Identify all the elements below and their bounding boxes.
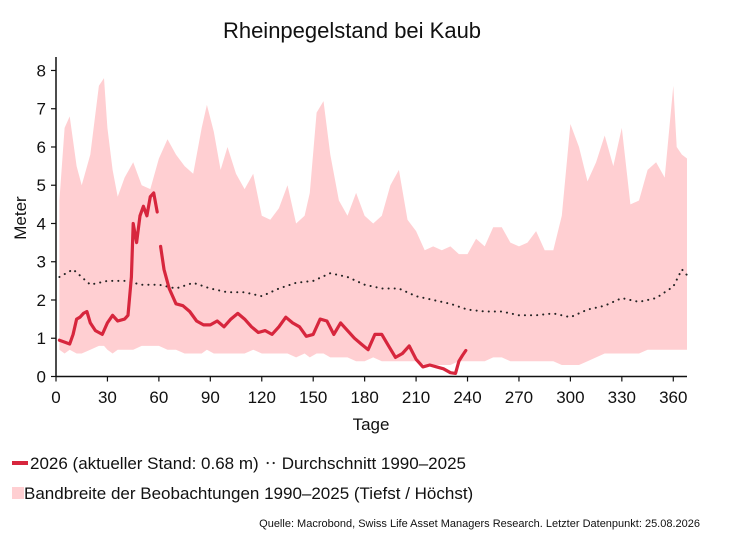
chart-title: Rheinpegelstand bei Kaub (223, 18, 481, 43)
legend-swatch-band (12, 487, 24, 499)
plot-area (57, 78, 688, 375)
series-band-range (59, 78, 687, 365)
series-current-line-segment-2 (159, 244, 468, 375)
y-tick-label: 8 (37, 61, 46, 80)
y-tick-label: 3 (37, 253, 46, 272)
legend-swatch-average (266, 461, 275, 465)
legend: 2026 (aktueller Stand: 0.68 m) Durchschn… (12, 454, 473, 503)
y-tick-label: 2 (37, 291, 46, 310)
x-tick-label: 30 (98, 388, 117, 407)
x-tick-label: 300 (556, 388, 584, 407)
x-tick-label: 150 (299, 388, 327, 407)
x-tick-label: 330 (608, 388, 636, 407)
legend-label-average: Durchschnitt 1990–2025 (282, 454, 466, 473)
x-tick-label: 210 (402, 388, 430, 407)
x-tick-label: 120 (248, 388, 276, 407)
y-axis-label: Meter (11, 196, 30, 240)
x-tick-label: 90 (201, 388, 220, 407)
legend-label-band: Bandbreite der Beobachtungen 1990–2025 (… (24, 484, 473, 503)
x-axis-label: Tage (353, 415, 390, 434)
x-tick-label: 60 (149, 388, 168, 407)
x-tick-label: 240 (453, 388, 481, 407)
x-tick-label: 360 (659, 388, 687, 407)
axes: 0 1 2 3 4 5 6 7 8 0 30 60 90 120 150 180 210 240 270 300 330… (37, 57, 687, 407)
source-note: Quelle: Macrobond, Swiss Life Asset Mana… (259, 518, 700, 530)
series-current-line-segment-1 (57, 191, 159, 346)
x-tick-label: 180 (350, 388, 378, 407)
y-tick-label: 5 (37, 176, 46, 195)
y-tick-label: 7 (37, 100, 46, 119)
y-tick-label: 4 (37, 214, 46, 233)
y-tick-label: 1 (37, 329, 46, 348)
y-tick-label: 6 (37, 138, 46, 157)
legend-label-current: 2026 (aktueller Stand: 0.68 m) (30, 454, 259, 473)
x-tick-label: 270 (505, 388, 533, 407)
x-tick-label: 0 (51, 388, 60, 407)
y-tick-label: 0 (37, 368, 46, 387)
